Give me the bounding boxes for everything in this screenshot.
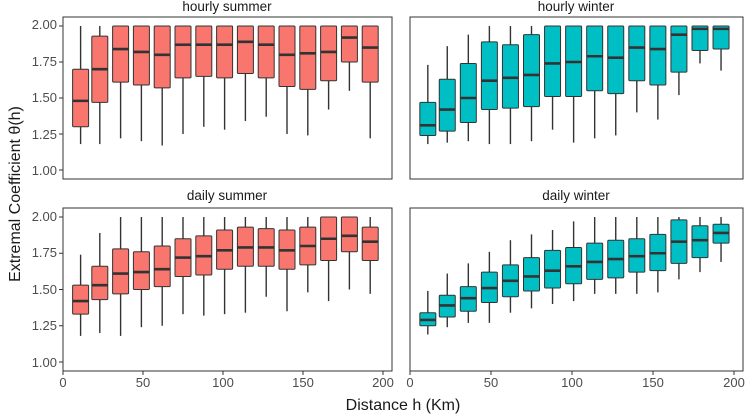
box-iqr [523,34,540,108]
y-tick-label: 1.00 [32,163,57,178]
box-iqr [438,78,456,132]
box-iqr [501,44,519,109]
box-iqr [361,25,379,83]
y-tick-label: 1.50 [32,282,57,297]
box-iqr [459,62,477,123]
y-tick-label: 2.00 [32,209,57,224]
box-iqr [91,265,109,301]
y-tick-label: 2.00 [32,17,57,32]
x-tick-label: 100 [561,375,583,390]
y-axis-title: Extremal Coefficient θ(h) [7,106,24,282]
y-tick-label: 1.25 [32,127,57,142]
box-iqr [523,257,540,292]
box-iqr [544,249,562,289]
box-iqr [628,25,646,82]
x-tick-label: 50 [484,375,498,390]
x-axis-title: Distance h (Km) [346,397,461,414]
box-iqr [257,25,275,79]
box-iqr [132,25,150,86]
x-tick-label: 0 [59,375,66,390]
y-tick-label: 1.25 [32,318,57,333]
box-iqr [236,25,254,75]
panel-title-hourly-winter: hourly winter [538,0,615,14]
box-iqr [278,25,296,87]
box-iqr [195,25,213,77]
box-iqr [153,245,171,288]
panel-title-hourly-summer: hourly summer [182,0,272,14]
box-iqr [670,25,688,73]
box-iqr [586,25,604,92]
box-iqr [216,25,234,79]
box-iqr [480,41,498,111]
x-tick-label: 200 [372,375,394,390]
box-iqr [299,25,317,90]
x-tick-label: 150 [292,375,314,390]
x-tick-label: 150 [642,375,664,390]
box-iqr [340,25,358,63]
panel-title-daily-winter: daily winter [542,188,610,203]
y-tick-label: 1.75 [32,54,57,69]
box-iqr [712,25,730,50]
box-iqr [649,25,667,86]
box-iqr [419,101,437,136]
box-iqr [544,25,562,98]
box-iqr [112,25,130,83]
box-iqr [691,25,709,51]
panel-title-daily-summer: daily summer [187,188,268,203]
box-iqr [607,25,625,95]
box-iqr [174,25,192,79]
y-tick-label: 1.00 [32,355,57,370]
x-tick-label: 100 [212,375,234,390]
box-iqr [132,251,150,291]
box-marks [59,25,735,375]
box-iqr [112,248,130,295]
x-tick-label: 200 [723,375,745,390]
x-tick-label: 50 [136,375,150,390]
y-tick-label: 1.75 [32,245,57,260]
box-iqr [320,25,338,82]
box-iqr [153,25,171,89]
box-iqr [691,225,709,259]
x-tick-label: 0 [406,375,413,390]
box-iqr [340,216,358,253]
box-iqr [72,68,90,128]
box-iqr [72,284,90,315]
box-iqr [361,226,379,261]
y-tick-label: 1.50 [32,90,57,105]
